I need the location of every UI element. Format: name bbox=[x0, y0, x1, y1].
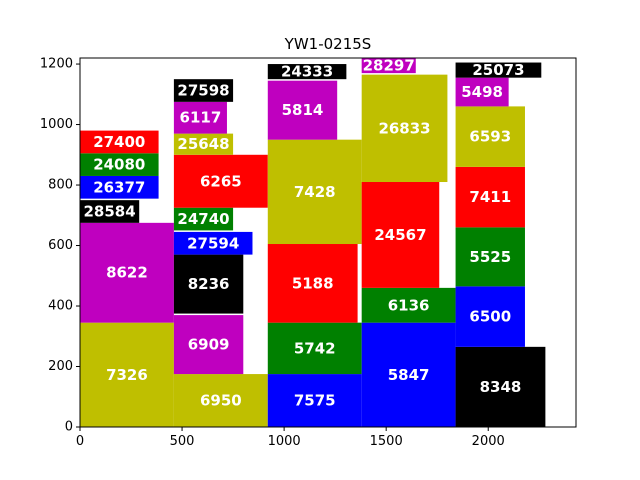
piece-label-6593: 6593 bbox=[469, 128, 511, 146]
piece-label-5188: 5188 bbox=[292, 274, 334, 292]
piece-label-7575: 7575 bbox=[294, 392, 336, 410]
piece-label-28584: 28584 bbox=[84, 202, 136, 220]
y-tick-label: 600 bbox=[48, 238, 73, 253]
piece-label-6136: 6136 bbox=[388, 296, 430, 314]
piece-rect-6117 bbox=[173, 101, 227, 134]
piece-rect-5847 bbox=[361, 322, 456, 427]
y-tick-label: 1200 bbox=[40, 57, 73, 72]
piece-rect-24567 bbox=[361, 182, 440, 288]
piece-label-26833: 26833 bbox=[378, 119, 430, 137]
piece-label-27594: 27594 bbox=[187, 234, 239, 252]
x-tick-label: 2000 bbox=[472, 434, 505, 449]
plot-frame bbox=[79, 57, 577, 428]
piece-label-7411: 7411 bbox=[469, 188, 511, 206]
piece-rect-25648 bbox=[173, 133, 234, 155]
piece-rect-5814 bbox=[267, 80, 338, 140]
piece-label-6265: 6265 bbox=[200, 172, 242, 190]
piece-rect-27400 bbox=[80, 130, 159, 154]
piece-label-25648: 25648 bbox=[177, 135, 229, 153]
rect-layer bbox=[80, 58, 546, 427]
piece-rect-28584 bbox=[80, 200, 140, 223]
piece-rect-8622 bbox=[80, 222, 174, 323]
y-axis: 0 200 400 600 800 1000 1200 bbox=[40, 57, 80, 435]
piece-label-28297: 28297 bbox=[363, 57, 415, 75]
y-tick-label: 1000 bbox=[40, 117, 73, 132]
piece-rect-24333 bbox=[267, 64, 347, 80]
piece-label-27400: 27400 bbox=[93, 133, 145, 151]
x-tick-label: 0 bbox=[76, 434, 84, 449]
piece-label-6500: 6500 bbox=[469, 308, 511, 326]
piece-rect-7326 bbox=[80, 322, 174, 427]
piece-label-5742: 5742 bbox=[294, 339, 336, 357]
piece-rect-27598 bbox=[173, 79, 234, 102]
piece-label-24080: 24080 bbox=[93, 156, 145, 174]
piece-rect-6500 bbox=[455, 286, 525, 347]
piece-rect-6909 bbox=[173, 315, 244, 375]
piece-label-26377: 26377 bbox=[93, 178, 145, 196]
piece-label-24567: 24567 bbox=[374, 226, 426, 244]
piece-rect-26833 bbox=[361, 74, 448, 183]
piece-label-5525: 5525 bbox=[469, 248, 511, 266]
piece-label-24333: 24333 bbox=[281, 63, 333, 81]
piece-rect-24740 bbox=[173, 207, 234, 231]
piece-rect-5525 bbox=[455, 227, 525, 287]
piece-label-5847: 5847 bbox=[388, 366, 430, 384]
y-tick-label: 200 bbox=[48, 359, 73, 374]
piece-label-8348: 8348 bbox=[480, 378, 522, 396]
piece-label-6117: 6117 bbox=[180, 109, 222, 127]
y-tick-label: 400 bbox=[48, 299, 73, 314]
piece-label-5498: 5498 bbox=[461, 83, 503, 101]
piece-label-6909: 6909 bbox=[188, 336, 230, 354]
piece-rect-6593 bbox=[455, 106, 525, 167]
piece-rect-7411 bbox=[455, 166, 525, 228]
piece-rect-6136 bbox=[361, 287, 456, 323]
piece-rect-26377 bbox=[80, 175, 159, 199]
piece-label-5814: 5814 bbox=[282, 101, 324, 119]
piece-label-8622: 8622 bbox=[106, 264, 148, 282]
x-tick-label: 1500 bbox=[370, 434, 403, 449]
y-tick-label: 0 bbox=[65, 420, 73, 435]
piece-rect-25073 bbox=[455, 62, 542, 78]
piece-rect-6950 bbox=[173, 374, 268, 427]
chart-title: YW1-0215S bbox=[284, 35, 372, 53]
piece-rect-5742 bbox=[267, 322, 362, 375]
piece-rect-6265 bbox=[173, 154, 268, 208]
piece-rect-8236 bbox=[173, 254, 244, 314]
piece-label-27598: 27598 bbox=[177, 82, 229, 100]
piece-label-6950: 6950 bbox=[200, 392, 242, 410]
piece-rect-5188 bbox=[267, 244, 358, 323]
piece-rect-27594 bbox=[173, 231, 253, 255]
piece-rect-7575 bbox=[267, 374, 362, 427]
piece-label-7428: 7428 bbox=[294, 183, 336, 201]
piece-label-24740: 24740 bbox=[177, 210, 229, 228]
piece-rect-5498 bbox=[455, 77, 509, 107]
piece-rect-8348 bbox=[455, 346, 546, 427]
y-tick-label: 800 bbox=[48, 178, 73, 193]
x-tick-label: 1000 bbox=[268, 434, 301, 449]
x-axis: 0 500 1000 1500 2000 bbox=[76, 427, 505, 449]
piece-label-7326: 7326 bbox=[106, 366, 148, 384]
piece-label-25073: 25073 bbox=[472, 61, 524, 79]
label-layer: 7326 8622 28584 26377 24080 27400 6950 6909 8236… bbox=[84, 57, 525, 410]
x-tick-label: 500 bbox=[170, 434, 195, 449]
piece-label-8236: 8236 bbox=[188, 275, 230, 293]
piece-rect-24080 bbox=[80, 153, 159, 176]
piece-rect-28297 bbox=[361, 58, 416, 74]
piece-rect-7428 bbox=[267, 139, 362, 245]
